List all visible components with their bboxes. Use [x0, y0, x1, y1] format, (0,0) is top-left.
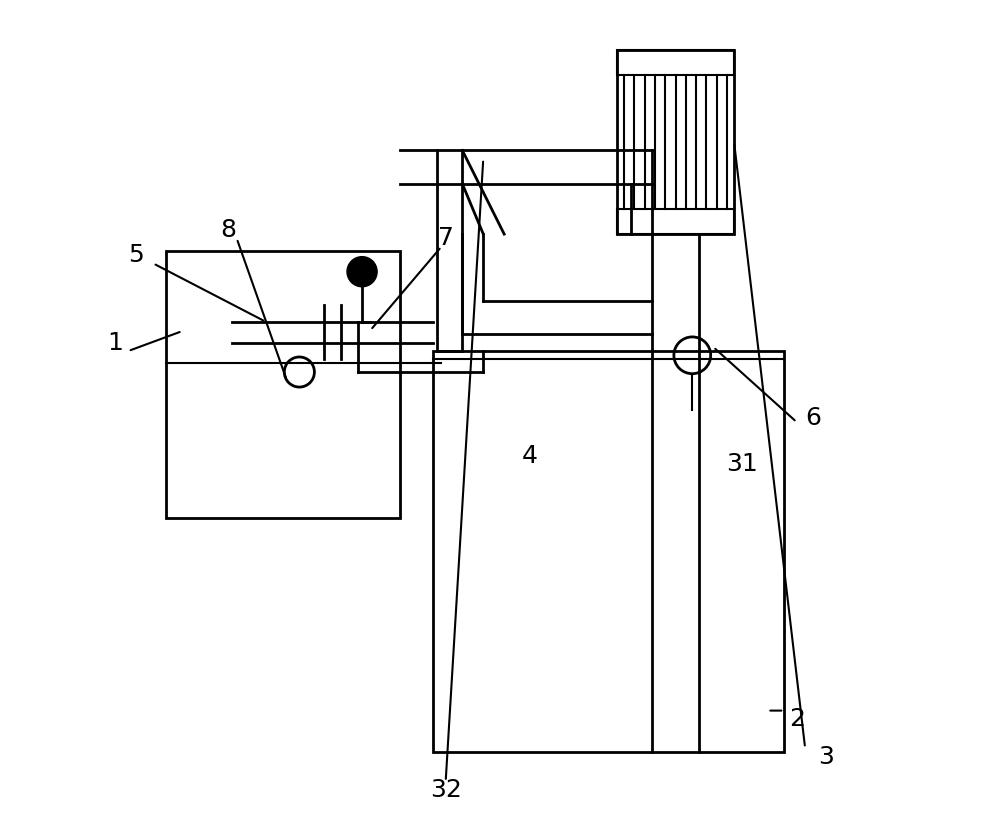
Bar [433, 351, 784, 752]
Text: 1: 1 [108, 331, 123, 354]
Text: 5: 5 [128, 243, 144, 267]
Text: 6: 6 [805, 406, 821, 430]
Text: 32: 32 [430, 778, 462, 802]
Bar [617, 209, 734, 234]
Circle shape [347, 257, 377, 287]
Bar [617, 50, 734, 234]
Text: 31: 31 [727, 452, 758, 476]
Bar [166, 251, 400, 518]
Text: 3: 3 [818, 745, 834, 768]
Text: 8: 8 [220, 218, 236, 242]
Text: 4: 4 [521, 444, 537, 467]
Bar [617, 50, 734, 75]
Text: 2: 2 [789, 707, 805, 731]
Text: 7: 7 [438, 227, 454, 250]
